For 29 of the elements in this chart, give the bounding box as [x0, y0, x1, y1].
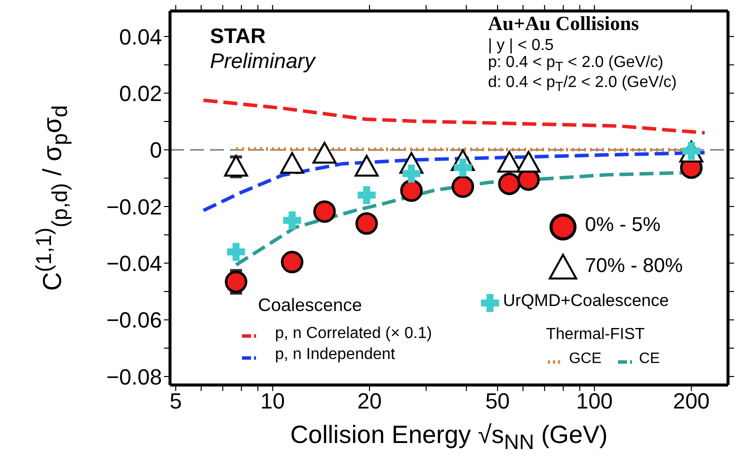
legend-label: CE — [639, 350, 660, 367]
x-axis-title: Collision Energy √s$_{NN}$ (GeV) — [290, 421, 608, 454]
x-tick-label: 100 — [576, 388, 613, 414]
legend-label: UrQMD+Coalescence — [503, 291, 669, 310]
annotation: STAR — [210, 25, 266, 48]
legend-label: p, n Independent — [275, 346, 396, 363]
annotation: | y | < 0.5 — [488, 37, 554, 54]
x-tick-label: 5 — [170, 388, 182, 414]
y-tick-label: −0.04 — [106, 250, 162, 276]
y-tick-label: −0.06 — [106, 308, 162, 333]
y-tick-label: 0.04 — [119, 24, 162, 50]
legend-label: GCE — [569, 350, 602, 367]
annotation: p: 0.4 < p$_{T}$ < 2.0 (GeV/c) — [488, 54, 664, 74]
annotation: Au+Au Collisions — [488, 13, 639, 35]
y-tick-label: 0 — [150, 138, 162, 163]
x-tick-label: 200 — [672, 388, 710, 414]
legend-label: p, n Correlated (× 0.1) — [275, 325, 432, 342]
legend-label: 70% - 80% — [585, 255, 683, 277]
legend-label: 0% - 5% — [585, 214, 661, 236]
annotation: Thermal-FIST — [546, 326, 645, 343]
y-tick-label: −0.02 — [106, 194, 162, 220]
y-tick-label: 0.02 — [119, 80, 162, 106]
annotation: d: 0.4 < p$_{T}$/2 < 2.0 (GeV/c) — [488, 74, 677, 94]
annotation: Preliminary — [210, 50, 316, 73]
x-tick-label: 20 — [357, 388, 382, 414]
y-tick-label: −0.08 — [106, 364, 162, 390]
annotation: Coalescence — [258, 295, 362, 315]
x-tick-label: 50 — [485, 388, 510, 414]
x-tick-label: 10 — [260, 388, 285, 414]
